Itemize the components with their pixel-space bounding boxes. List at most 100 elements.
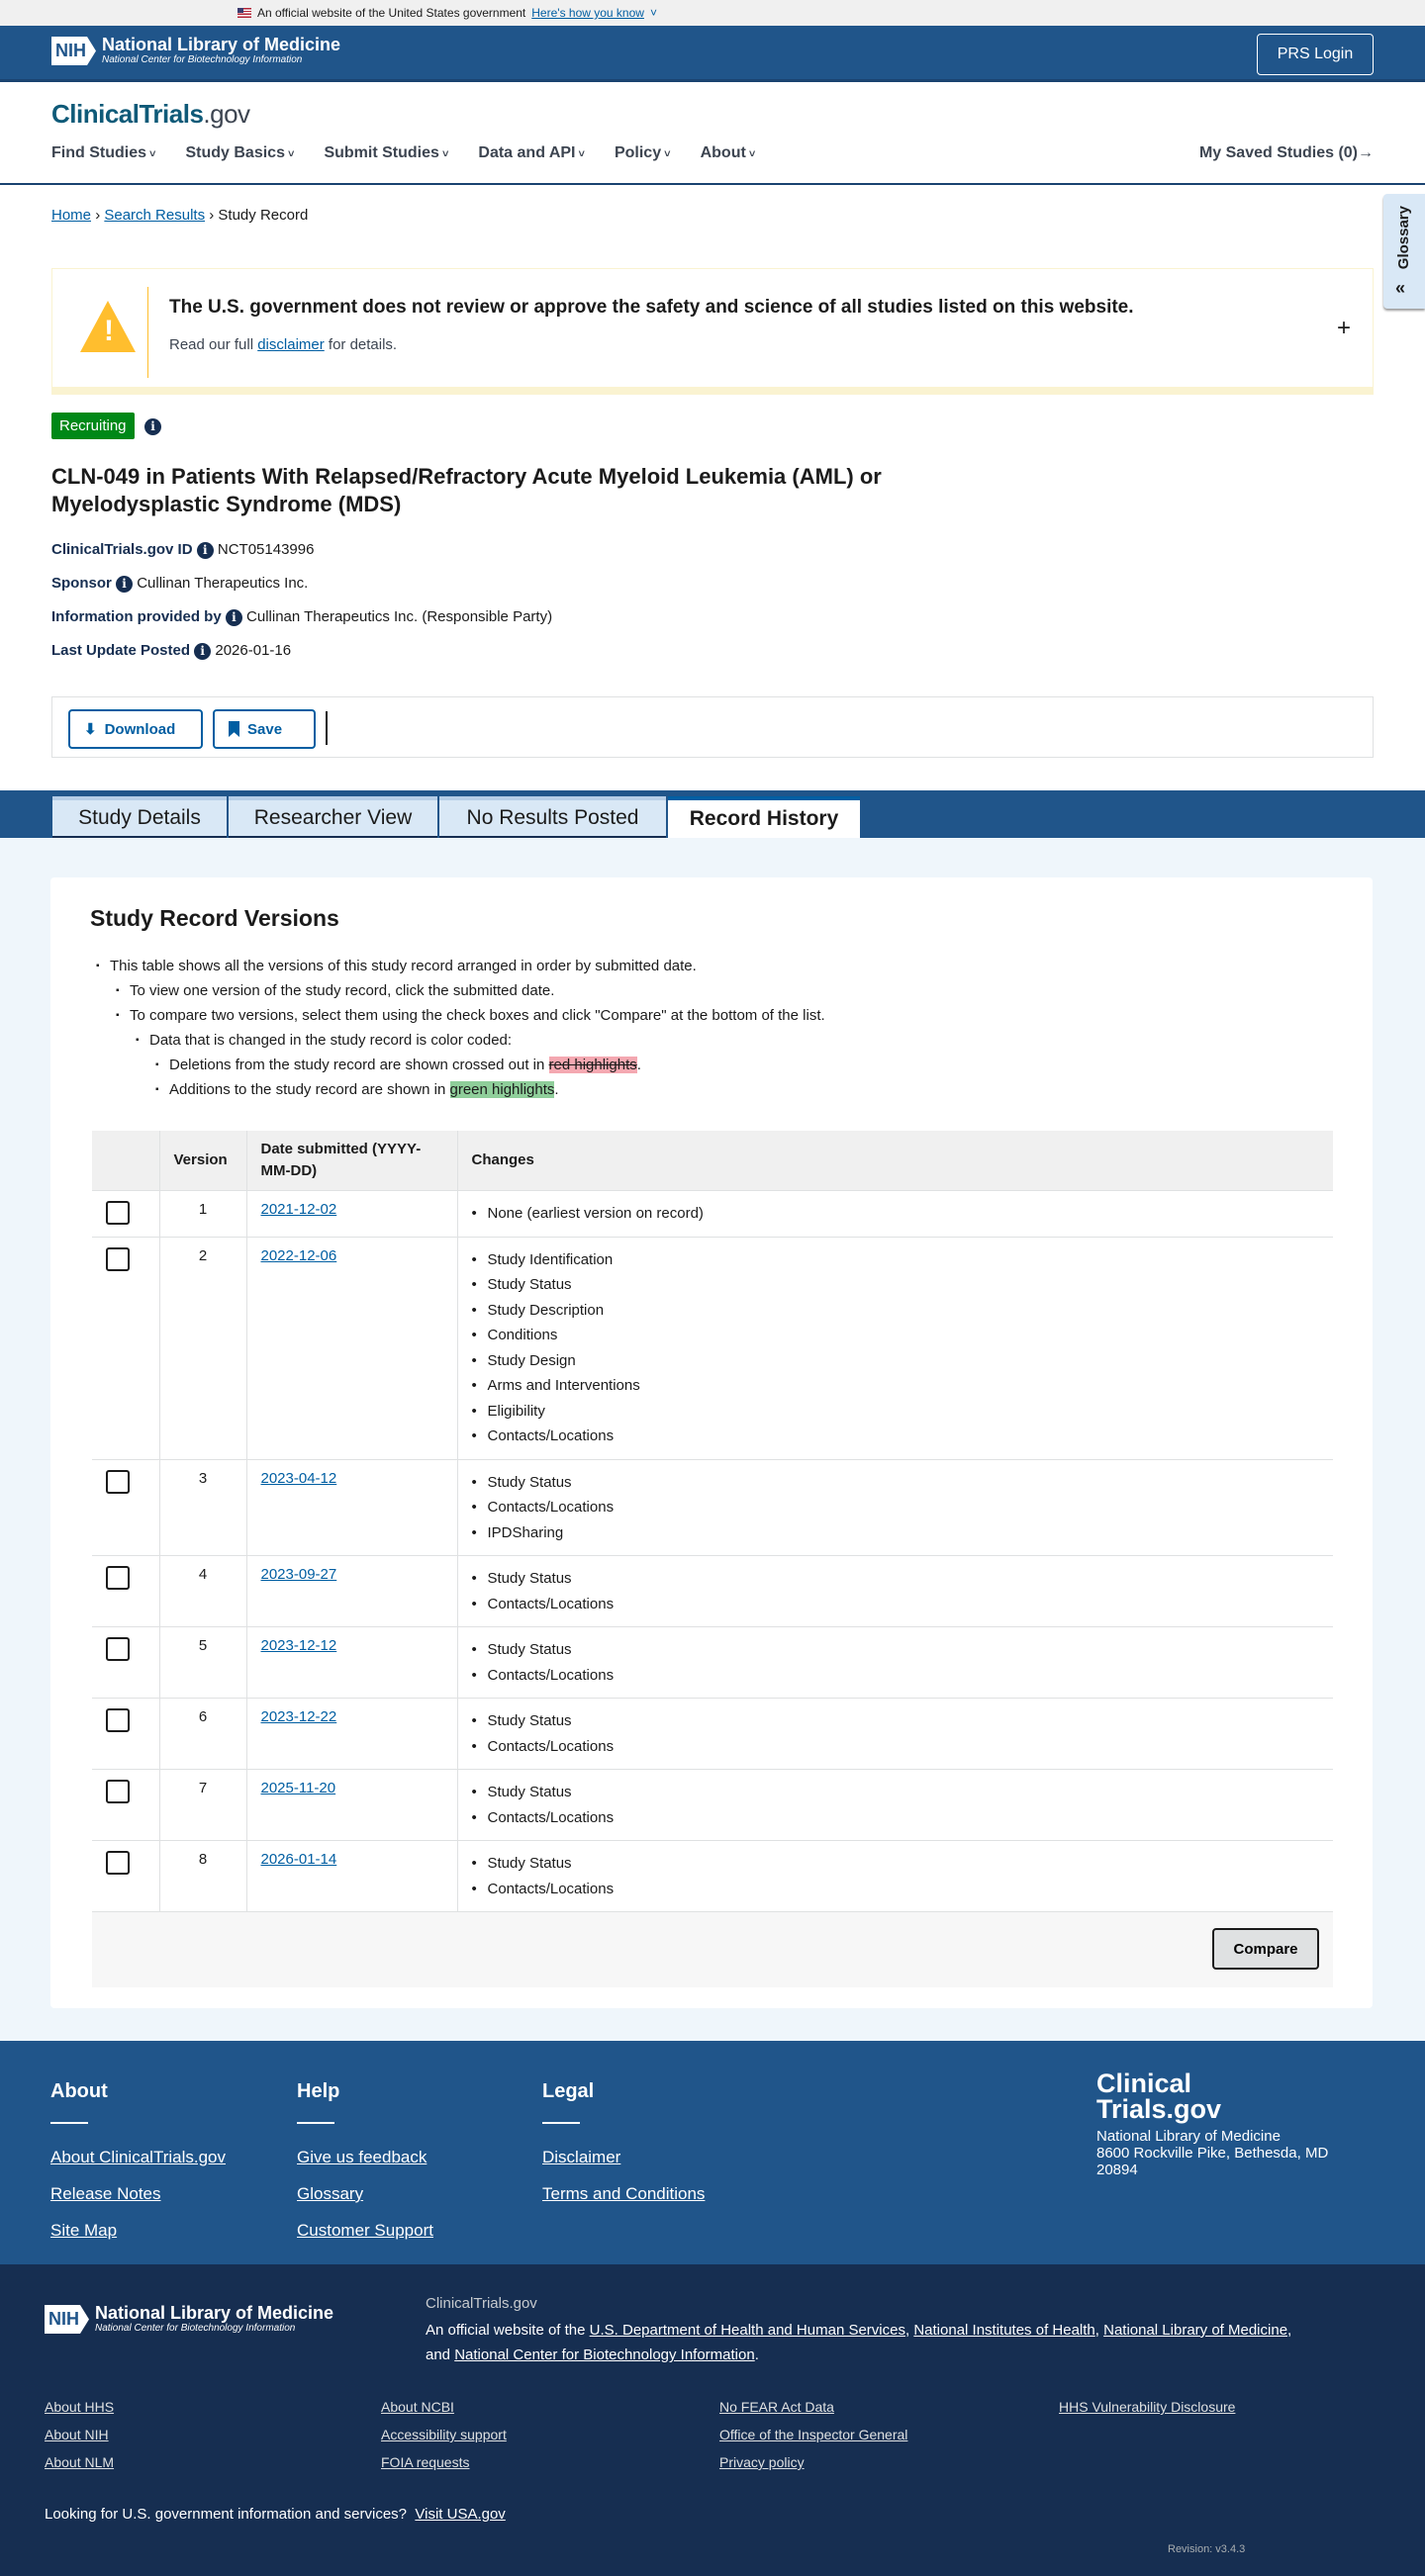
tab-record-history[interactable]: Record History [668, 796, 860, 838]
tab-bar: Study Details Researcher View No Results… [0, 790, 1425, 838]
version-checkbox[interactable] [106, 1851, 130, 1875]
arrow-right-icon: → [1358, 144, 1374, 161]
change-item: Study Status [472, 1708, 1320, 1734]
version-checkbox[interactable] [106, 1201, 130, 1225]
agency-footer-link[interactable]: About NLM [45, 2454, 115, 2470]
breadcrumb: Home › Search Results › Study Record [51, 207, 309, 224]
disclaimer-link[interactable]: disclaimer [257, 336, 325, 353]
download-icon: ⬇ [84, 721, 97, 738]
how-you-know-link[interactable]: Here's how you know [531, 6, 644, 20]
change-item: Conditions [472, 1323, 1320, 1348]
change-item: None (earliest version on record) [472, 1201, 1320, 1227]
agency-footer-link[interactable]: HHS Vulnerability Disclosure [1059, 2399, 1236, 2415]
version-date-link[interactable]: 2023-12-12 [260, 1637, 337, 1654]
status-badge: Recruiting [51, 413, 135, 439]
ncbi-link[interactable]: National Center for Biotechnology Inform… [454, 2346, 755, 2363]
version-date-link[interactable]: 2026-01-14 [260, 1851, 337, 1868]
record-versions-card: Study Record Versions This table shows a… [50, 877, 1373, 2008]
download-button[interactable]: ⬇ Download [68, 709, 203, 749]
version-date-link[interactable]: 2023-09-27 [260, 1566, 337, 1583]
version-date-link[interactable]: 2023-12-22 [260, 1708, 337, 1725]
tab-study-details[interactable]: Study Details [52, 796, 227, 838]
nlm-logo[interactable]: NIH National Library of Medicine National… [51, 36, 340, 66]
nav-data-api[interactable]: Data and API [478, 144, 585, 162]
agency-footer-link[interactable]: FOIA requests [381, 2454, 470, 2470]
agency-footer-link[interactable]: About HHS [45, 2399, 115, 2415]
tab-no-results-posted[interactable]: No Results Posted [439, 796, 666, 838]
agency-footer-link[interactable]: About NIH [45, 2427, 109, 2442]
version-checkbox[interactable] [106, 1637, 130, 1661]
tab-researcher-view[interactable]: Researcher View [229, 796, 437, 838]
nav-find-studies[interactable]: Find Studies [51, 144, 155, 162]
change-item: Study Status [472, 1637, 1320, 1663]
footer-link[interactable]: Release Notes [50, 2184, 161, 2203]
info-icon[interactable]: i [196, 541, 214, 559]
hhs-link[interactable]: U.S. Department of Health and Human Serv… [589, 2322, 905, 2339]
footer-link[interactable]: Glossary [297, 2184, 364, 2203]
footer-link[interactable]: Customer Support [297, 2221, 433, 2240]
agency-footer-link[interactable]: About NCBI [381, 2399, 454, 2415]
breadcrumb-home[interactable]: Home [51, 207, 92, 224]
change-item: Study Identification [472, 1247, 1320, 1273]
version-checkbox[interactable] [106, 1708, 130, 1732]
change-item: Study Design [472, 1348, 1320, 1374]
info-icon[interactable]: i [194, 642, 212, 660]
version-date-link[interactable]: 2021-12-02 [260, 1201, 337, 1218]
nav-policy[interactable]: Policy [615, 144, 671, 162]
footer-link[interactable]: Give us feedback [297, 2148, 428, 2166]
footer-link[interactable]: Terms and Conditions [542, 2184, 706, 2203]
compare-button[interactable]: Compare [1212, 1928, 1319, 1970]
action-bar: ⬇ Download Save [51, 696, 1374, 758]
info-icon[interactable]: i [116, 575, 134, 593]
gov-banner: An official website of the United States… [0, 0, 1425, 26]
divider [0, 183, 1425, 185]
version-checkbox[interactable] [106, 1246, 130, 1271]
agency-footer-link[interactable]: No FEAR Act Data [719, 2399, 834, 2415]
agency-footer-link[interactable]: Office of the Inspector General [719, 2427, 908, 2442]
nlm-logo[interactable]: NIH National Library of Medicine National… [45, 2304, 333, 2335]
version-checkbox[interactable] [106, 1780, 130, 1803]
nav-about[interactable]: About [701, 144, 756, 162]
change-item: Contacts/Locations [472, 1495, 1320, 1520]
saved-studies-link[interactable]: My Saved Studies (0)→ [1198, 144, 1374, 161]
nav-submit-studies[interactable]: Submit Studies [324, 144, 448, 162]
glossary-toggle[interactable]: Glossary « [1383, 194, 1425, 309]
footer-link[interactable]: Site Map [50, 2221, 118, 2240]
version-date-link[interactable]: 2025-11-20 [260, 1780, 336, 1796]
disclaimer-alert: ! The U.S. government does not review or… [51, 268, 1374, 395]
version-date-link[interactable]: 2023-04-12 [260, 1469, 337, 1487]
nlm-link[interactable]: National Library of Medicine [1103, 2322, 1288, 2339]
info-icon[interactable]: i [225, 608, 242, 626]
nih-link[interactable]: National Institutes of Health [913, 2322, 1095, 2339]
agency-footer-link[interactable]: Privacy policy [719, 2454, 805, 2470]
meta-last-update: Last Update Posted i 2026-01-16 [51, 642, 292, 660]
save-button[interactable]: Save [213, 709, 316, 749]
version-checkbox[interactable] [106, 1469, 130, 1494]
usa-gov-link[interactable]: Visit USA.gov [415, 2506, 506, 2523]
footer-ct-logo[interactable]: Clinical Trials.gov [1096, 2069, 1222, 2124]
expand-icon[interactable]: + [1336, 315, 1351, 341]
breadcrumb-search-results[interactable]: Search Results [104, 207, 206, 224]
footer-link[interactable]: Disclaimer [542, 2148, 621, 2166]
change-item: Eligibility [472, 1399, 1320, 1425]
prs-login-button[interactable]: PRS Login [1257, 34, 1374, 75]
meta-nct-id: ClinicalTrials.gov ID i NCT05143996 [51, 541, 315, 559]
meta-sponsor: Sponsor i Cullinan Therapeutics Inc. [51, 575, 309, 593]
clinicaltrials-logo[interactable]: ClinicalTrials.gov [51, 99, 250, 129]
footer-link[interactable]: About ClinicalTrials.gov [50, 2148, 226, 2166]
version-checkbox[interactable] [106, 1566, 130, 1590]
version-date-link[interactable]: 2022-12-06 [260, 1246, 337, 1264]
nav-study-basics[interactable]: Study Basics [185, 144, 294, 162]
info-icon[interactable]: i [144, 418, 161, 435]
change-item: Contacts/Locations [472, 1877, 1320, 1902]
section-heading: Study Record Versions [90, 905, 339, 931]
agency-footer-link[interactable]: Accessibility support [381, 2427, 507, 2442]
change-item: Study Status [472, 1272, 1320, 1298]
